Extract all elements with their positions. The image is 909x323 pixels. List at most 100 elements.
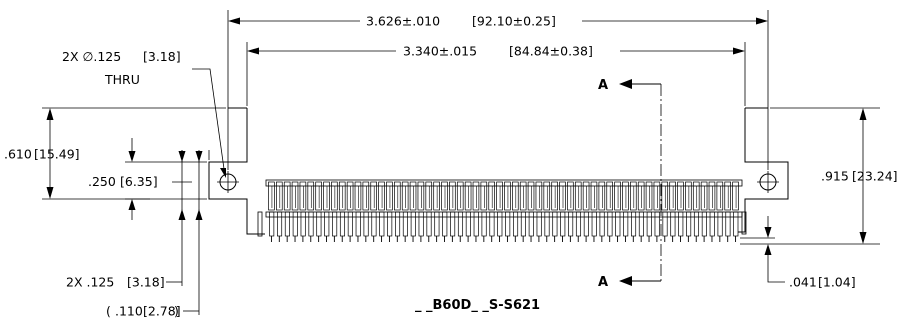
inner-width-mm: [84.84±0.38]	[509, 44, 593, 59]
contact-pin	[456, 181, 464, 242]
contact-pin	[504, 181, 511, 242]
contact-pin	[598, 181, 606, 242]
contact-pin	[268, 181, 275, 242]
contact-pin	[338, 181, 346, 242]
extension-lines	[42, 10, 880, 315]
hole-height-dimension: .250 [6.35]	[88, 138, 192, 220]
hole-qty-dia: 2X ∅.125	[62, 49, 121, 64]
overall-width-dimension: 3.626±.010 [92.10±0.25]	[228, 14, 768, 29]
height-left-value: .610	[4, 147, 32, 162]
contact-pin	[425, 181, 433, 242]
contact-pin	[677, 181, 684, 242]
contact-pin	[724, 181, 731, 242]
contact-pin	[582, 181, 590, 242]
edge-offset-dimension: 2X .125 [3.18]	[66, 150, 203, 290]
contact-pin	[276, 181, 283, 242]
contact-pin	[401, 181, 409, 242]
contact-pin	[394, 181, 401, 242]
right-housing	[738, 108, 789, 233]
contact-pin	[685, 181, 692, 242]
tail-length-value: .041	[789, 275, 817, 290]
left-housing	[208, 108, 265, 235]
tail-length-dimension: .041 [1.04]	[764, 216, 856, 290]
contact-pin	[692, 181, 700, 242]
contact-pin	[362, 181, 370, 242]
contact-pin	[346, 181, 354, 242]
contact-pin	[535, 181, 543, 242]
contact-pin	[700, 181, 708, 242]
contact-pin	[472, 181, 480, 242]
contact-pin	[409, 181, 417, 242]
part-number: _ _B60D_ _S-S621	[415, 298, 540, 313]
contact-pin	[543, 181, 551, 242]
edge-offset-mm: [3.18]	[127, 275, 165, 290]
contact-pin	[441, 181, 448, 242]
inner-width-dimension: 3.340±.015 [84.84±0.38]	[247, 44, 745, 59]
height-right-mm: [23.24]	[852, 169, 898, 184]
contact-pin	[370, 181, 377, 242]
contact-array	[257, 179, 747, 242]
contact-pin	[574, 181, 582, 242]
height-left-mm: [15.49]	[34, 147, 80, 162]
contact-pin	[630, 181, 637, 242]
contact-pin	[307, 181, 315, 242]
mounting-hole-left	[217, 171, 239, 193]
hole-height-mm: [6.35]	[120, 174, 158, 189]
left-height-dimension: .610 [15.49]	[4, 108, 80, 199]
section-line-a: A A	[598, 78, 662, 290]
contact-pin	[323, 181, 330, 242]
contact-pin	[551, 181, 558, 242]
ref-dim-mm: [2.78]	[143, 304, 181, 319]
right-height-dimension: .915 [23.24]	[821, 108, 898, 244]
contact-pin	[299, 181, 307, 242]
contact-pin	[567, 181, 574, 242]
contact-pin	[496, 181, 503, 242]
contact-pin	[488, 181, 495, 242]
contact-pin	[512, 181, 519, 242]
ref-dim-close: )	[174, 304, 179, 319]
reference-dimension: ( .110 [2.78] )	[106, 304, 199, 319]
contact-pin	[732, 181, 739, 242]
contact-pin	[606, 181, 613, 242]
contact-pin	[661, 181, 669, 242]
height-right-value: .915	[821, 169, 849, 184]
hole-height-value: .250	[88, 174, 116, 189]
section-label-top: A	[598, 78, 608, 93]
contact-pin	[519, 181, 527, 242]
contact-pin	[653, 181, 661, 242]
contact-pin	[645, 181, 653, 242]
contact-pin	[433, 181, 440, 242]
hole-dia-mm: [3.18]	[143, 49, 181, 64]
contact-pin	[637, 181, 645, 242]
overall-width-value: 3.626±.010	[366, 14, 440, 29]
connector-outline	[208, 107, 789, 235]
overall-width-mm: [92.10±0.25]	[472, 14, 556, 29]
inner-width-value: 3.340±.015	[403, 44, 477, 59]
contact-pin	[527, 181, 535, 242]
contact-pin	[417, 181, 425, 242]
contact-pin	[464, 181, 472, 242]
hole-callout: 2X ∅.125 [3.18] THRU	[62, 49, 226, 178]
hole-thru: THRU	[104, 72, 140, 87]
tail-length-mm: [1.04]	[818, 275, 856, 290]
contact-pin	[283, 181, 291, 242]
contact-pin	[622, 181, 629, 242]
contact-pin	[708, 181, 716, 242]
contact-pin	[315, 181, 322, 242]
contact-pin	[559, 181, 566, 242]
contact-pin	[716, 181, 724, 242]
ref-dim-value: .110	[115, 304, 143, 319]
contact-pin	[331, 181, 338, 242]
contact-pin	[480, 181, 488, 242]
section-label-bottom: A	[598, 275, 608, 290]
contact-pin	[386, 181, 393, 242]
contact-pin	[354, 181, 362, 242]
contact-pin	[378, 181, 385, 242]
contact-pin	[449, 181, 456, 242]
contact-pin	[291, 181, 299, 242]
contact-pin	[590, 181, 598, 242]
contact-pin	[669, 181, 676, 242]
ref-dim-open: (	[106, 304, 111, 319]
mounting-hole-right	[757, 171, 779, 193]
